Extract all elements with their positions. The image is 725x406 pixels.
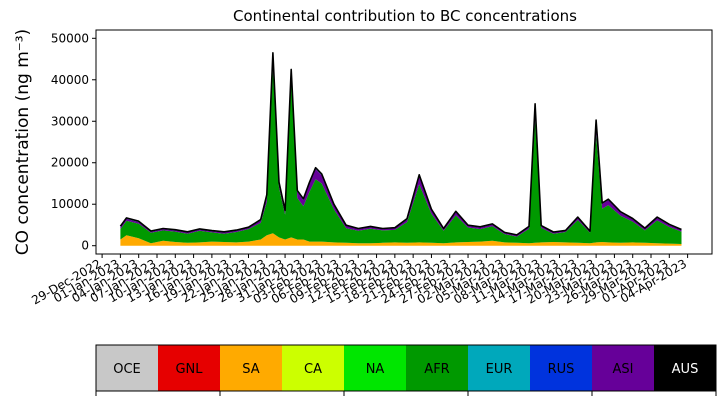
legend-label-ca: CA	[304, 362, 322, 377]
legend-swatch-na	[344, 345, 406, 391]
y-tick-label: 20000	[51, 156, 89, 170]
series-area-sa	[120, 233, 682, 246]
legend-label-gnl: GNL	[175, 362, 203, 377]
y-tick-label: 50000	[51, 31, 89, 45]
legend-swatch-oce	[96, 345, 158, 391]
legend-swatch-ca	[282, 345, 344, 391]
legend-swatch-eur	[468, 345, 530, 391]
y-tick-label: 10000	[51, 197, 89, 211]
legend-swatch-asi	[592, 345, 654, 391]
series-line-total	[119, 52, 682, 236]
color-legend: OCE GNL SA CA NA AFR EUR RUS ASI AUS	[95, 344, 717, 396]
legend-swatch-gnl	[158, 345, 220, 391]
y-axis: 0 10000 20000 30000 40000 50000	[51, 31, 96, 253]
legend-swatch-sa	[220, 345, 282, 391]
legend-label-aus: AUS	[672, 362, 699, 377]
legend-swatch-aus	[654, 345, 716, 391]
legend-label-rus: RUS	[548, 362, 575, 377]
y-axis-label: CO concentration (ng m⁻³)	[13, 29, 33, 255]
y-tick-label: 30000	[51, 114, 89, 128]
legend-label-sa: SA	[242, 362, 259, 377]
y-tick-label: 40000	[51, 73, 89, 87]
legend-swatch-afr	[406, 345, 468, 391]
legend-label-oce: OCE	[113, 362, 141, 377]
legend-swatch-rus	[530, 345, 592, 391]
series-area-afr	[120, 67, 682, 244]
legend-label-asi: ASI	[613, 362, 634, 377]
legend-label-eur: EUR	[486, 362, 513, 377]
legend-frame	[95, 344, 717, 392]
plot-frame	[95, 29, 713, 255]
legend-label-na: NA	[366, 362, 385, 377]
legend-label-afr: AFR	[424, 362, 449, 377]
y-tick-label: 0	[81, 239, 89, 253]
x-axis: 29-Dec-202201-Jan-202304-Jan-202307-Jan-…	[29, 254, 689, 307]
plot-area	[119, 52, 682, 246]
chart-title: Continental contribution to BC concentra…	[233, 7, 577, 25]
